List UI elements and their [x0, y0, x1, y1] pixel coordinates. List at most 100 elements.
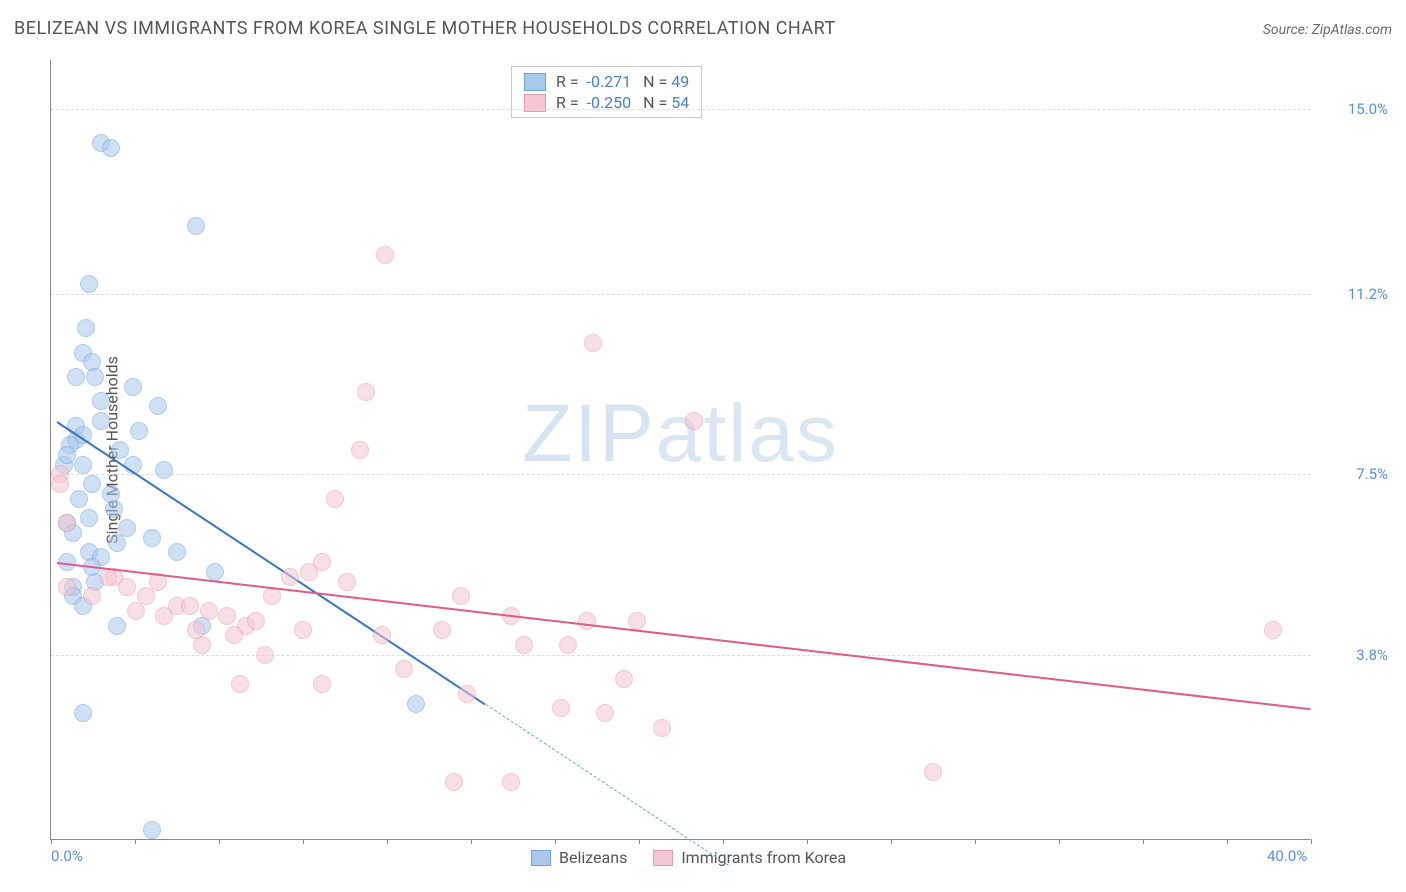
scatter-point — [74, 704, 92, 722]
scatter-point — [83, 587, 101, 605]
watermark-zip: ZIP — [522, 388, 656, 479]
watermark: ZIPatlas — [522, 387, 839, 481]
legend-swatch — [531, 850, 551, 866]
x-tick-mark — [1311, 839, 1312, 844]
source-label: Source: — [1263, 22, 1308, 38]
gridline — [51, 109, 1311, 110]
scatter-point — [92, 392, 110, 410]
gridline — [51, 474, 1311, 475]
plot-region: ZIPatlas R = -0.271 N = 49R = -0.250 N =… — [50, 60, 1310, 840]
scatter-point — [1264, 621, 1282, 639]
scatter-point — [51, 475, 69, 493]
legend-item: Immigrants from Korea — [653, 848, 846, 867]
trend-line-dashed — [485, 704, 728, 866]
scatter-point — [231, 675, 249, 693]
scatter-point — [351, 441, 369, 459]
x-tick-mark — [723, 839, 724, 844]
x-tick-mark — [1143, 839, 1144, 844]
scatter-point — [67, 368, 85, 386]
scatter-point — [452, 587, 470, 605]
chart-title: BELIZEAN VS IMMIGRANTS FROM KOREA SINGLE… — [14, 18, 836, 39]
scatter-point — [108, 534, 126, 552]
scatter-point — [338, 573, 356, 591]
scatter-point — [458, 685, 476, 703]
scatter-point — [559, 636, 577, 654]
scatter-point — [168, 543, 186, 561]
watermark-atlas: atlas — [656, 388, 839, 479]
x-tick-label: 0.0% — [51, 847, 83, 865]
x-tick-mark — [387, 839, 388, 844]
scatter-point — [143, 821, 161, 839]
stats-r-label: R = -0.271 N = 49 — [556, 72, 689, 91]
scatter-point — [313, 553, 331, 571]
scatter-point — [924, 763, 942, 781]
x-tick-mark — [303, 839, 304, 844]
scatter-point — [218, 607, 236, 625]
scatter-point — [149, 397, 167, 415]
scatter-point — [118, 578, 136, 596]
scatter-point — [596, 704, 614, 722]
x-tick-mark — [51, 839, 52, 844]
scatter-point — [137, 587, 155, 605]
scatter-point — [294, 621, 312, 639]
scatter-point — [395, 660, 413, 678]
scatter-point — [615, 670, 633, 688]
scatter-point — [445, 773, 463, 791]
gridline — [51, 655, 1311, 656]
scatter-point — [187, 217, 205, 235]
scatter-point — [225, 626, 243, 644]
scatter-point — [281, 568, 299, 586]
scatter-point — [515, 636, 533, 654]
scatter-point — [102, 139, 120, 157]
scatter-point — [685, 412, 703, 430]
x-tick-mark — [807, 839, 808, 844]
scatter-point — [155, 607, 173, 625]
x-tick-mark — [219, 839, 220, 844]
gridline — [51, 294, 1311, 295]
scatter-point — [155, 461, 173, 479]
scatter-point — [256, 646, 274, 664]
scatter-point — [58, 578, 76, 596]
scatter-point — [584, 334, 602, 352]
scatter-point — [102, 485, 120, 503]
scatter-point — [143, 529, 161, 547]
y-tick-label: 7.5% — [1318, 465, 1388, 483]
x-tick-mark — [1059, 839, 1060, 844]
scatter-point — [552, 699, 570, 717]
scatter-point — [313, 675, 331, 693]
scatter-point — [181, 597, 199, 615]
scatter-point — [80, 509, 98, 527]
scatter-point — [578, 612, 596, 630]
scatter-point — [130, 422, 148, 440]
scatter-point — [58, 514, 76, 532]
bottom-legend: Belizeans Immigrants from Korea — [531, 848, 846, 867]
scatter-point — [326, 490, 344, 508]
scatter-point — [86, 368, 104, 386]
scatter-point — [502, 773, 520, 791]
x-tick-mark — [135, 839, 136, 844]
chart-area: Single Mother Households ZIPatlas R = -0… — [50, 60, 1392, 840]
scatter-point — [83, 475, 101, 493]
y-tick-label: 3.8% — [1318, 646, 1388, 664]
scatter-point — [373, 626, 391, 644]
scatter-point — [111, 441, 129, 459]
stats-row: R = -0.250 N = 54 — [524, 92, 689, 113]
legend-label: Belizeans — [559, 848, 627, 867]
x-tick-mark — [975, 839, 976, 844]
scatter-point — [108, 617, 126, 635]
x-tick-mark — [891, 839, 892, 844]
source-attribution: Source: ZipAtlas.com — [1263, 22, 1392, 38]
legend-item: Belizeans — [531, 848, 627, 867]
y-tick-label: 15.0% — [1318, 100, 1388, 118]
chart-header: BELIZEAN VS IMMIGRANTS FROM KOREA SINGLE… — [14, 18, 1392, 39]
scatter-point — [357, 383, 375, 401]
scatter-point — [77, 319, 95, 337]
source-name: ZipAtlas.com — [1312, 22, 1392, 38]
y-tick-label: 11.2% — [1318, 285, 1388, 303]
x-tick-mark — [471, 839, 472, 844]
scatter-point — [247, 612, 265, 630]
x-tick-mark — [555, 839, 556, 844]
scatter-point — [263, 587, 281, 605]
scatter-point — [433, 621, 451, 639]
scatter-point — [124, 378, 142, 396]
